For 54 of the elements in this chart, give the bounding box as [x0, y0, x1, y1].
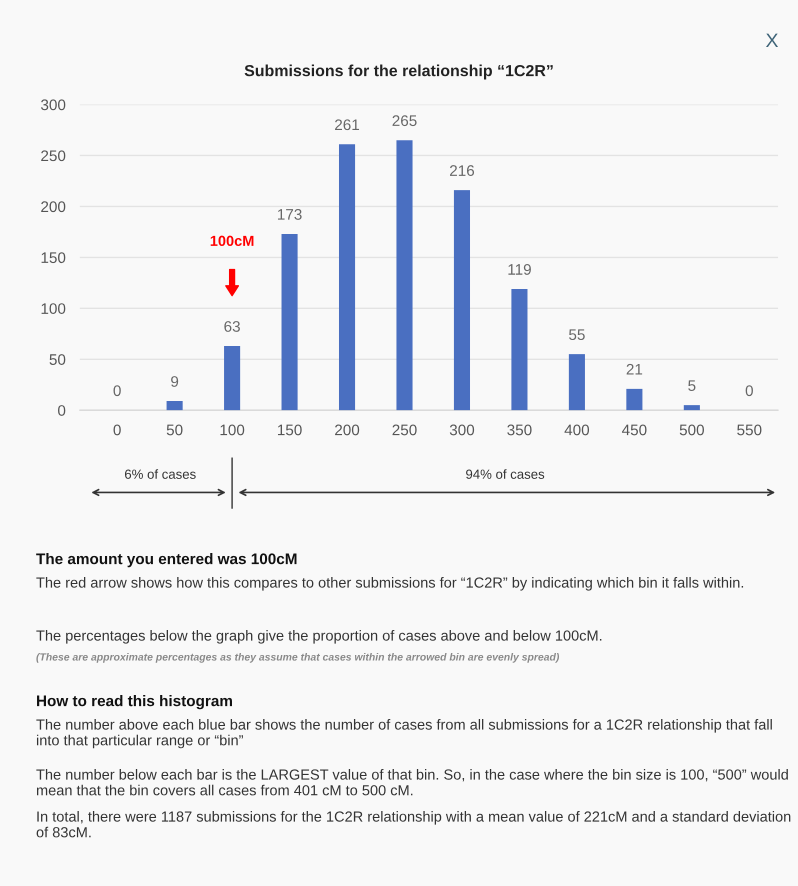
text: The red arrow shows how this compares to other submissions for “1C2R” by indicating which bin it falls within.	[36, 577, 744, 591]
bar	[454, 190, 470, 410]
y-tick-label: 50	[50, 354, 66, 365]
y-tick-label: 200	[41, 201, 66, 212]
data-label: 5	[688, 380, 696, 391]
x-tick-label: 50	[166, 424, 183, 436]
y-tick-label: 0	[58, 405, 66, 416]
data-label: 55	[569, 329, 585, 340]
data-label: 216	[450, 165, 474, 176]
data-label: 9	[171, 376, 178, 387]
bar	[338, 144, 356, 410]
data-label: 261	[335, 119, 360, 130]
text: The percentages below the graph give the proportion of cases above and below 100cM.	[36, 630, 602, 644]
bar	[396, 140, 413, 410]
text: 94% of cases	[466, 469, 544, 479]
x-tick-label: 500	[680, 424, 704, 436]
text: The number below each bar is the LARGEST value of that bin. So, in the case where the bin size is 100, “500” would mean that the bin covers all cases from 401 cM to 500 cM.	[36, 769, 788, 796]
annotation: 100cM	[210, 236, 254, 246]
bar	[282, 234, 298, 410]
text: The amount you entered was 100cM	[36, 553, 296, 568]
data-label: 265	[392, 115, 417, 126]
x-tick-label: 250	[392, 424, 417, 436]
x-tick-label: 0	[114, 424, 121, 436]
text: 6% of cases	[124, 469, 196, 479]
x-tick-label: 300	[450, 424, 474, 436]
y-tick-label: 100	[42, 303, 66, 314]
bar	[224, 346, 240, 410]
bar	[511, 288, 528, 410]
x-tick-label: 100	[220, 424, 244, 436]
x-tick-label: 350	[507, 424, 532, 436]
x-tick-label: 400	[564, 424, 590, 436]
data-label: 0	[114, 385, 121, 396]
x-tick-label: 450	[622, 424, 647, 436]
bar	[568, 354, 585, 410]
text: X	[766, 34, 778, 48]
y-tick-label: 150	[42, 252, 66, 264]
x-tick-label: 150	[278, 424, 302, 436]
x-tick-label: 550	[737, 424, 762, 436]
chart-title: Submissions for the relationship “1C2R”	[244, 64, 553, 80]
data-label: 21	[626, 364, 642, 375]
bar	[626, 388, 642, 410]
y-tick-label: 250	[41, 150, 66, 162]
text: How to read this histogram	[37, 695, 232, 710]
text: In total, there were 1187 submissions for the 1C2R relationship with a mean value of 221cM and a standard deviation of 83cM.	[36, 811, 790, 838]
text: The number above each blue bar shows the number of cases from all submissions for a 1C2R relationship that fall into that particular range or “bin”	[36, 719, 772, 748]
x-tick-label: 200	[335, 424, 360, 436]
data-label: 173	[278, 209, 302, 220]
text: (These are approximate percentages as they assume that cases within the arrowed bin are evenly spread)	[36, 653, 560, 663]
bar	[684, 405, 700, 410]
y-tick-label: 300	[41, 99, 66, 110]
data-label: 63	[224, 321, 240, 332]
data-label: 119	[508, 264, 531, 275]
bar	[166, 401, 183, 410]
data-label: 0	[746, 385, 753, 396]
